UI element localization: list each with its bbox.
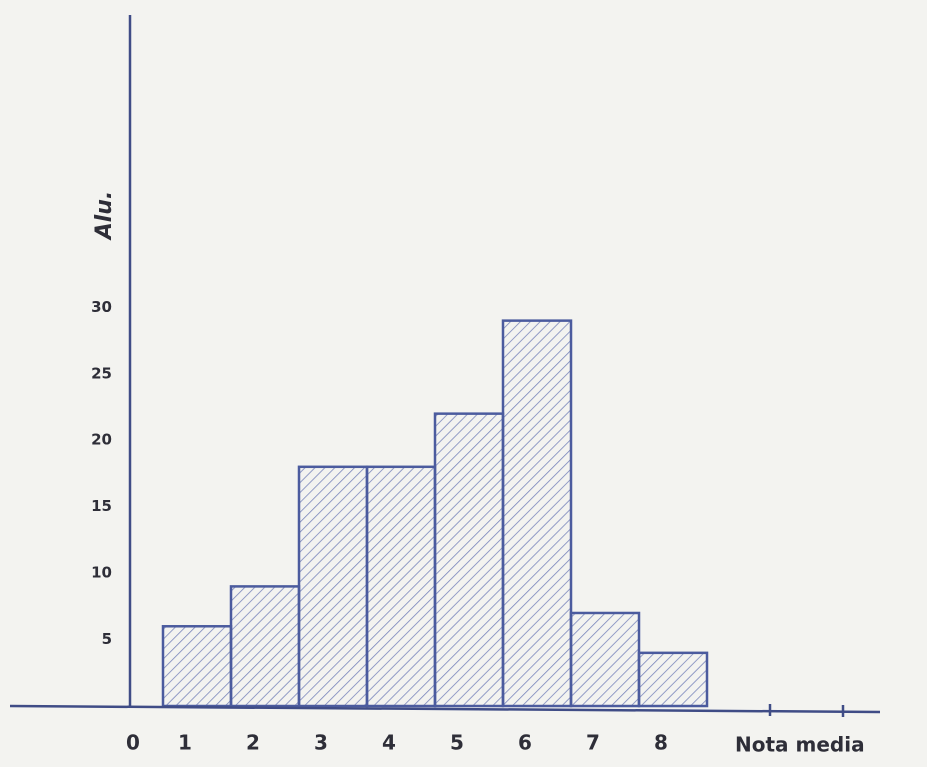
x-axis — [9, 704, 881, 714]
bar — [161, 625, 233, 708]
x-tick-label: 5 — [450, 731, 464, 755]
bar — [365, 465, 437, 708]
x-tick-label: 1 — [178, 731, 192, 755]
bar — [637, 651, 709, 708]
y-axis-label: Alu. — [92, 191, 117, 242]
x-tick-label: 3 — [314, 731, 328, 755]
x-tick-label: 2 — [246, 731, 260, 755]
bar — [297, 465, 369, 708]
y-tick-label: 25 — [91, 364, 112, 382]
bar — [433, 412, 505, 708]
x-tick-label: 7 — [586, 731, 600, 755]
y-tick-label: 15 — [91, 497, 112, 515]
bar — [569, 611, 641, 708]
x-tick-label: 8 — [654, 731, 668, 755]
x-tick-label: 0 — [126, 731, 140, 755]
x-axis-label: Nota media — [735, 733, 865, 757]
bar — [501, 319, 573, 708]
x-tick-label: 6 — [518, 731, 532, 755]
plot — [161, 319, 709, 708]
y-tick-label: 20 — [91, 431, 112, 449]
y-tick-label: 30 — [91, 298, 112, 316]
y-tick-label: 5 — [102, 630, 112, 648]
bar — [229, 585, 301, 708]
x-tick-label: 4 — [382, 731, 396, 755]
y-tick-label: 10 — [91, 564, 112, 582]
